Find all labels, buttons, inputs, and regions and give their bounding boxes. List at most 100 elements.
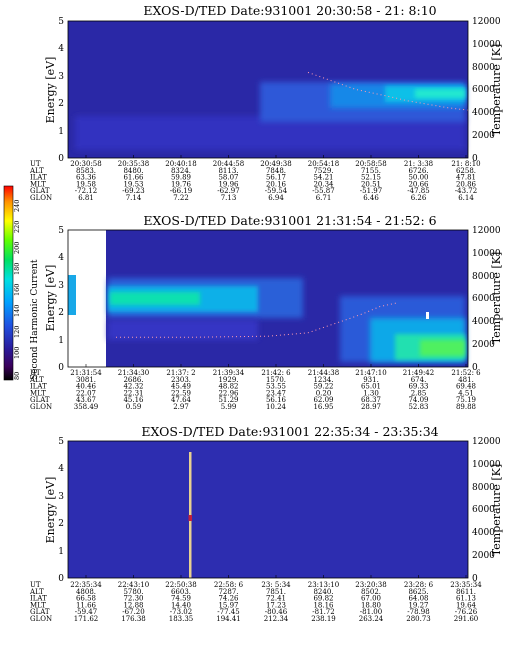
orbit-cell: 291.60 — [454, 615, 479, 623]
orbit-cell: 212.34 — [264, 615, 289, 623]
orbit-cell: 8583. — [76, 167, 96, 175]
heatmap — [68, 21, 468, 158]
orbit-row-label: GLAT — [30, 396, 50, 404]
orbit-cell: 74.09 — [408, 396, 428, 404]
heatmap — [68, 441, 468, 578]
orbit-cell: 0.59 — [126, 403, 142, 411]
orbit-cell: 50.00 — [408, 174, 428, 182]
orbit-row-label: GLAT — [30, 187, 50, 195]
orbit-cell: 3081. — [76, 376, 96, 384]
y2-tick-label: 0 — [472, 154, 478, 164]
orbit-cell: -69.23 — [122, 187, 144, 195]
y2-tick-label: 6000 — [472, 294, 495, 304]
y-axis-left: 0 1 2 3 4 5 Energy [eV] — [44, 226, 64, 373]
orbit-row-label: ALT — [29, 376, 44, 384]
orbit-cell: 16.95 — [313, 403, 333, 411]
orbit-cell: 21:37: 2 — [166, 369, 195, 377]
y2-tick-label: 4000 — [472, 528, 495, 538]
orbit-cell: 2.97 — [173, 403, 189, 411]
orbit-cell: 22:35:34 — [70, 581, 102, 589]
orbit-row-label: ALT — [29, 167, 44, 175]
orbit-row-label: ILAT — [30, 595, 47, 603]
orbit-cell: 23: 5:34 — [261, 581, 291, 589]
orbit-cell: 11.66 — [76, 601, 97, 609]
orbit-cell: 19.27 — [408, 601, 428, 609]
orbit-cell: 74.26 — [218, 595, 239, 603]
orbit-cell: 20.34 — [313, 180, 334, 188]
panel-title: EXOS-D/TED Date:931001 22:35:34 - 23:35:… — [141, 424, 438, 439]
heatmap-spike — [188, 515, 192, 521]
orbit-cell: 15.97 — [218, 601, 238, 609]
y2-axis-label: Temperature [K] — [490, 464, 503, 556]
orbit-cell: -51.97 — [360, 187, 382, 195]
orbit-cell: 65.01 — [361, 383, 381, 391]
orbit-cell: 194.41 — [216, 615, 241, 623]
orbit-cell: 6603. — [171, 588, 191, 596]
panel-title: EXOS-D/TED Date:931001 21:31:54 - 21:52:… — [143, 213, 436, 228]
orbit-cell: 2303. — [171, 376, 191, 384]
orbit-cell: -81.72 — [312, 608, 334, 616]
orbit-cell: -80.46 — [265, 608, 288, 616]
orbit-cell: 69.82 — [313, 595, 333, 603]
y-tick-label: 5 — [58, 17, 64, 27]
y2-tick-label: 6000 — [472, 85, 495, 95]
orbit-cell: -66.19 — [170, 187, 192, 195]
orbit-cell: 19.58 — [76, 180, 96, 188]
orbit-cell: 53.55 — [266, 383, 286, 391]
orbit-cell: 20:54:18 — [308, 160, 339, 168]
orbit-cell: 481. — [458, 376, 474, 384]
colorbar-tick: 100 — [13, 347, 21, 359]
orbit-cell: -76.26 — [455, 608, 478, 616]
orbit-table: UT 20:30:58 20:35:38 20:40:18 20:44:58 20:49:… — [29, 155, 481, 202]
y2-tick-label: 10000 — [472, 249, 501, 259]
heatmap-band — [110, 292, 200, 305]
orbit-cell: 69.48 — [456, 383, 476, 391]
y-tick-label: 1 — [58, 127, 64, 137]
orbit-cell: 6.94 — [268, 194, 284, 202]
orbit-cell: 23.47 — [266, 389, 286, 397]
orbit-cell: 59.89 — [171, 174, 191, 182]
orbit-cell: 931. — [363, 376, 379, 384]
orbit-cell: 19.76 — [171, 180, 192, 188]
orbit-cell: 1234. — [313, 376, 333, 384]
y2-tick-label: 8000 — [472, 483, 495, 493]
orbit-cell: 12.88 — [123, 601, 143, 609]
plot-frame — [67, 229, 469, 368]
y-tick-label: 2 — [58, 99, 64, 109]
y2-tick-label: 0 — [472, 363, 478, 373]
orbit-cell: 171.62 — [74, 615, 99, 623]
orbit-cell: 23:20:38 — [355, 581, 386, 589]
y-tick-label: 0 — [58, 363, 64, 373]
colorbar-tick: 240 — [13, 200, 21, 212]
orbit-cell: 23:13:10 — [308, 581, 339, 589]
heatmap-band — [420, 340, 465, 356]
orbit-cell: 0.20 — [316, 389, 332, 397]
orbit-cell: 7.14 — [126, 194, 142, 202]
orbit-cell: 18.16 — [313, 601, 334, 609]
orbit-row-label: MLT — [30, 180, 46, 188]
orbit-cell: 8625. — [408, 588, 428, 596]
panel-3: EXOS-D/TED Date:931001 22:35:34 - 23:35:… — [29, 424, 503, 623]
orbit-cell: 21: 3:38 — [404, 160, 433, 168]
y-axis-left: 0 1 2 3 4 5 Energy [eV] — [44, 437, 64, 584]
orbit-cell: 6258. — [456, 167, 476, 175]
orbit-cell: 6.26 — [411, 194, 427, 202]
orbit-cell: 7287. — [218, 588, 238, 596]
y2-axis-label: Temperature [K] — [490, 252, 503, 344]
heatmap-band — [108, 320, 258, 340]
orbit-row-label: GLON — [30, 403, 52, 411]
y2-tick-label: 12000 — [472, 226, 501, 236]
orbit-cell: 6.14 — [458, 194, 474, 202]
y2-tick-label: 2000 — [472, 340, 495, 350]
orbit-cell: 18.80 — [361, 601, 381, 609]
orbit-cell: 8502. — [361, 588, 381, 596]
orbit-cell: 183.35 — [169, 615, 194, 623]
orbit-cell: 8324. — [171, 167, 191, 175]
colorbar-tick: 140 — [13, 305, 21, 317]
orbit-cell: 6.71 — [316, 194, 332, 202]
orbit-cell: 20:58:58 — [355, 160, 386, 168]
orbit-cell: 56.17 — [266, 174, 286, 182]
y2-tick-label: 8000 — [472, 63, 495, 73]
y-axis-label: Energy [eV] — [44, 477, 57, 544]
